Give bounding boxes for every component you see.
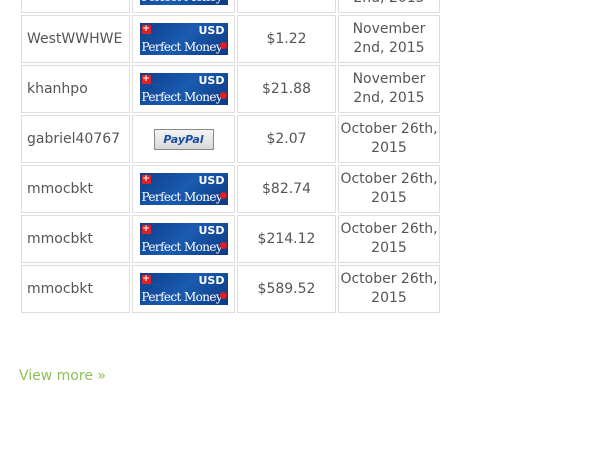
- currency-label: USD: [198, 174, 225, 187]
- user-cell: mmocbkt: [21, 165, 130, 213]
- date-cell: November 2nd, 2015: [338, 15, 440, 63]
- brand-label: Perfect Money: [141, 190, 223, 204]
- table-row: gabriel40767 PayPal $2.07 October 26th, …: [21, 115, 440, 163]
- method-cell: + USD Perfect Money: [132, 215, 235, 263]
- perfect-money-logo: + USD Perfect Money: [139, 173, 228, 205]
- method-cell: PayPal: [132, 115, 235, 163]
- payouts-table: WestWWHWE + USD Perfect Money $5.38 Novemb…: [19, 0, 442, 315]
- paypal-logo: PayPal: [153, 128, 214, 150]
- user-cell: mmocbkt: [21, 215, 130, 263]
- date-cell: November 2nd, 2015: [338, 65, 440, 113]
- perfect-money-logo: + USD Perfect Money: [139, 223, 228, 255]
- red-dot-icon: [219, 192, 227, 199]
- amount-cell: $21.88: [237, 65, 336, 113]
- user-cell: WestWWHWE: [21, 0, 130, 13]
- currency-label: USD: [198, 74, 225, 87]
- amount-cell: $5.38: [237, 0, 336, 13]
- red-dot-icon: [219, 92, 227, 99]
- date-cell: November 2nd, 2015: [338, 0, 440, 13]
- user-cell: khanhpo: [21, 65, 130, 113]
- currency-label: USD: [198, 274, 225, 287]
- swiss-flag-icon: +: [141, 174, 151, 184]
- amount-cell: $2.07: [237, 115, 336, 163]
- date-cell: October 26th, 2015: [338, 215, 440, 263]
- date-cell: October 26th, 2015: [338, 265, 440, 313]
- method-cell: + USD Perfect Money: [132, 65, 235, 113]
- brand-label: Perfect Money: [141, 90, 223, 104]
- brand-label: Perfect Money: [141, 240, 223, 254]
- user-cell: mmocbkt: [21, 265, 130, 313]
- perfect-money-logo: + USD Perfect Money: [139, 73, 228, 105]
- brand-label: Perfect Money: [141, 40, 223, 54]
- currency-label: USD: [198, 224, 225, 237]
- table-row: mmocbkt + USD Perfect Money $214.12 Octobe…: [21, 215, 440, 263]
- date-cell: October 26th, 2015: [338, 115, 440, 163]
- amount-cell: $214.12: [237, 215, 336, 263]
- swiss-flag-icon: +: [141, 24, 151, 34]
- swiss-flag-icon: +: [141, 274, 151, 284]
- method-cell: + USD Perfect Money: [132, 165, 235, 213]
- brand-label: Perfect Money: [142, 0, 223, 4]
- payouts-table-wrap: WestWWHWE + USD Perfect Money $5.38 Novemb…: [19, 0, 442, 315]
- amount-cell: $589.52: [237, 265, 336, 313]
- view-more-link[interactable]: View more »: [19, 368, 106, 384]
- currency-label: USD: [198, 24, 225, 37]
- red-dot-icon: [219, 42, 227, 49]
- method-cell: + USD Perfect Money: [132, 265, 235, 313]
- user-cell: gabriel40767: [21, 115, 130, 163]
- amount-cell: $82.74: [237, 165, 336, 213]
- table-row: mmocbkt + USD Perfect Money $82.74 October…: [21, 165, 440, 213]
- table-row: mmocbkt + USD Perfect Money $589.52 Octobe…: [21, 265, 440, 313]
- perfect-money-logo: + USD Perfect Money: [139, 23, 228, 55]
- brand-label: Perfect Money: [141, 290, 223, 304]
- red-dot-icon: [219, 242, 227, 249]
- swiss-flag-icon: +: [141, 224, 151, 234]
- table-row: WestWWHWE + USD Perfect Money $1.22 Novemb…: [21, 15, 440, 63]
- perfect-money-logo: + USD Perfect Money: [139, 273, 228, 305]
- table-row: khanhpo + USD Perfect Money $21.88 Novembe…: [21, 65, 440, 113]
- amount-cell: $1.22: [237, 15, 336, 63]
- date-cell: October 26th, 2015: [338, 165, 440, 213]
- red-dot-icon: [219, 292, 227, 299]
- user-cell: WestWWHWE: [21, 15, 130, 63]
- method-cell: + USD Perfect Money: [132, 15, 235, 63]
- swiss-flag-icon: +: [141, 74, 151, 84]
